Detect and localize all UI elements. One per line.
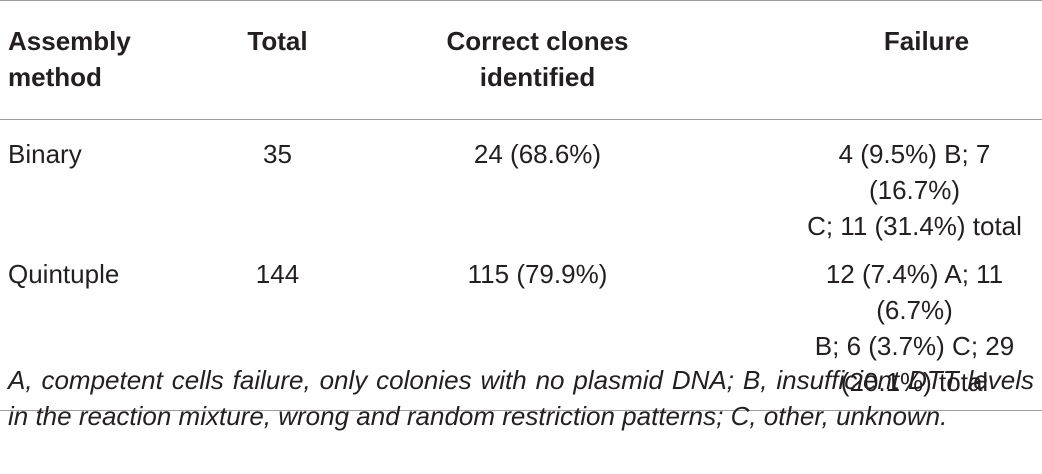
header-method-line1: Assembly <box>8 26 131 56</box>
header-method-line2: method <box>8 62 102 92</box>
cell-method: Binary <box>8 139 82 169</box>
header-failure: Failure <box>715 0 1042 120</box>
cell-failure: 12 (7.4%) A; 11 (6.7%) B; 6 (3.7%) C; 29… <box>715 256 1042 411</box>
table-header: Assembly method Total Correct clones ide… <box>0 0 1042 120</box>
failure-line: (20.1%) total <box>840 367 989 397</box>
table-row: Binary 35 24 (68.6%) 4 (9.5%) B; 7 (16.7… <box>0 120 1042 257</box>
cell-failure: 4 (9.5%) B; 7 (16.7%) C; 11 (31.4%) tota… <box>715 120 1042 257</box>
results-table: Assembly method Total Correct clones ide… <box>0 0 1042 411</box>
header-failure-label: Failure <box>883 26 970 56</box>
header-correct-line1: Correct clones <box>446 26 629 56</box>
header-assembly-method: Assembly method <box>0 0 195 120</box>
header-correct-line2: identified <box>479 62 596 92</box>
cell-method: Quintuple <box>0 256 195 411</box>
table-body: Binary 35 24 (68.6%) 4 (9.5%) B; 7 (16.7… <box>0 120 1042 411</box>
failure-line: B; 6 (3.7%) C; 29 <box>814 331 1015 361</box>
header-correct-clones: Correct clones identified <box>360 0 715 120</box>
failure-line: 4 (9.5%) B; 7 (16.7%) <box>838 139 991 205</box>
failure-line: 12 (7.4%) A; 11 (6.7%) <box>825 259 1004 325</box>
header-total: Total <box>195 0 360 120</box>
cell-total: 35 <box>263 139 292 169</box>
header-row: Assembly method Total Correct clones ide… <box>0 0 1042 120</box>
cell-correct: 24 (68.6%) <box>473 139 602 169</box>
cell-correct: 115 (79.9%) <box>360 256 715 411</box>
header-total-label: Total <box>247 26 308 56</box>
cell-total: 144 <box>195 256 360 411</box>
table-footnote: A, competent cells failure, only colonie… <box>8 365 1034 431</box>
table-row: Quintuple 144 115 (79.9%) 12 (7.4%) A; 1… <box>0 256 1042 411</box>
failure-line: C; 11 (31.4%) total <box>807 211 1022 241</box>
